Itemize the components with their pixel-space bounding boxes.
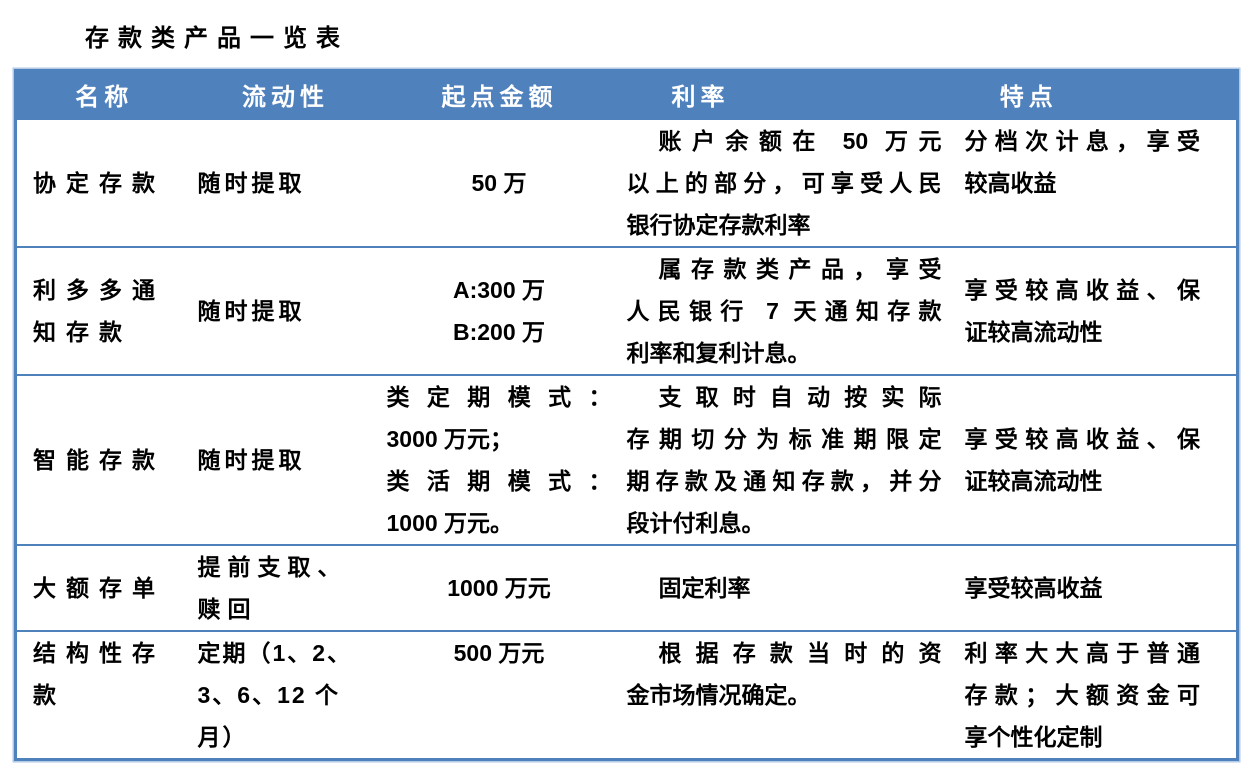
header-rate: 利率 (619, 70, 952, 119)
table-row: 协定存款 随时提取 50 万 账户余额在 50 万元 以上的部分，可享受人民 银… (15, 118, 1238, 247)
cell-name: 大额存单 (33, 574, 165, 601)
cell-min-amount: 50 万 (471, 169, 527, 196)
deposit-products-table: 名称 流动性 起点金额 利率 特点 协定存款 随时提取 50 万 账户余额在 5… (14, 69, 1239, 761)
cell-name: 结构性存款 (33, 639, 165, 708)
table-row: 结构性存款 定期（1、2、 3、6、12 个 月） 500 万元 根据存款当时的… (15, 630, 1238, 760)
cell-liquidity: 随时提取 (197, 297, 306, 324)
cell-liquidity: 提前支取、 赎回 (197, 553, 348, 622)
page-title: 存款类产品一览表 (85, 25, 349, 52)
cell-liquidity: 随时提取 (197, 169, 306, 196)
header-name: 名称 (15, 70, 192, 119)
header-features: 特点 (951, 70, 1238, 119)
table-row: 大额存单 提前支取、 赎回 1000 万元 固定利率 享受较高收益 (15, 544, 1238, 631)
cell-min-amount: A:300 万 B:200 万 (452, 276, 546, 345)
cell-rate: 固定利率 (658, 574, 751, 601)
table-row: 利多多通知存款 随时提取 A:300 万 B:200 万 属存款类产品，享受 人… (15, 246, 1238, 375)
header-liquidity: 流动性 (191, 70, 380, 119)
cell-liquidity: 随时提取 (197, 446, 306, 473)
cell-features: 享受较高收益、保 证较高流动性 (964, 425, 1201, 494)
cell-min-amount: 类定期模式： 3000 万元； 类活期模式： 1000 万元。 (386, 383, 612, 536)
cell-liquidity: 定期（1、2、 3、6、12 个 月） (197, 639, 353, 750)
cell-name: 协定存款 (33, 169, 165, 196)
cell-min-amount: 500 万元 (453, 639, 545, 666)
cell-rate: 账户余额在 50 万元 以上的部分，可享受人民 银行协定存款利率 (626, 127, 942, 238)
cell-name: 智能存款 (33, 446, 165, 473)
cell-rate: 根据存款当时的资 金市场情况确定。 (626, 639, 942, 708)
cell-min-amount: 1000 万元 (447, 574, 551, 601)
cell-features: 享受较高收益 (964, 574, 1103, 601)
cell-rate: 支取时自动按实际 存期切分为标准期限定 期存款及通知存款，并分 段计付利息。 (626, 383, 942, 536)
cell-features: 享受较高收益、保 证较高流动性 (964, 276, 1201, 345)
cell-name: 利多多通知存款 (33, 276, 165, 345)
table-row: 智能存款 随时提取 类定期模式： 3000 万元； 类活期模式： 1000 万元… (15, 374, 1238, 545)
cell-rate: 属存款类产品，享受 人民银行 7 天通知存款 利率和复利计息。 (626, 255, 942, 366)
cell-features: 利率大大高于普通 存款；大额资金可 享个性化定制 (964, 639, 1201, 750)
cell-features: 分档次计息，享受 较高收益 (964, 127, 1201, 196)
header-min-amount: 起点金额 (379, 70, 620, 119)
table-header-row: 名称 流动性 起点金额 利率 特点 (15, 70, 1238, 119)
